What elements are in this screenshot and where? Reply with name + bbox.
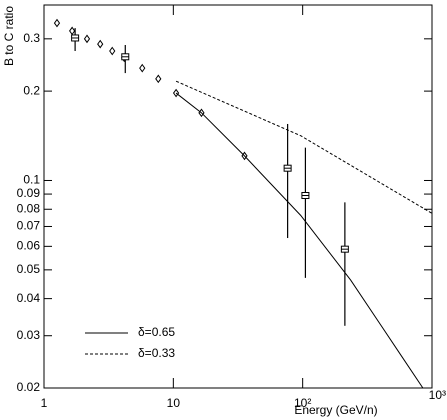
legend-label: δ=0.65 [138, 325, 175, 339]
x-tick-label: 10³ [429, 388, 446, 402]
plot-frame [43, 4, 433, 389]
legend-label: δ=0.33 [138, 346, 175, 360]
data-point [155, 74, 162, 84]
y-tick-label: 0.04 [17, 291, 41, 305]
x-axis-label: Energy (GeV/n) [294, 403, 377, 417]
y-tick-label: 0.1 [23, 173, 40, 187]
model-line [175, 80, 433, 214]
data-point [109, 46, 116, 56]
y-tick-label: 0.02 [17, 380, 41, 394]
x-tick-label: 10² [294, 396, 311, 410]
y-tick-label: 0.3 [23, 31, 40, 45]
x-tick-label: 1 [41, 396, 48, 410]
y-tick-label: 0.05 [17, 262, 41, 276]
data-point [139, 63, 146, 73]
data-point [53, 18, 61, 28]
x-tick-label: 10 [167, 396, 181, 410]
data-point [83, 34, 91, 44]
model-line [175, 92, 424, 389]
y-axis-label: B to C ratio [2, 6, 16, 66]
data-point [97, 39, 104, 49]
y-tick-label: 0.07 [17, 219, 41, 233]
y-tick-label: 0.06 [17, 239, 41, 253]
y-tick-label: 0.2 [23, 83, 40, 97]
y-tick-label: 0.03 [17, 328, 41, 342]
y-tick-label: 0.09 [17, 186, 41, 200]
y-tick-label: 0.08 [17, 201, 41, 215]
data-point [69, 26, 76, 36]
